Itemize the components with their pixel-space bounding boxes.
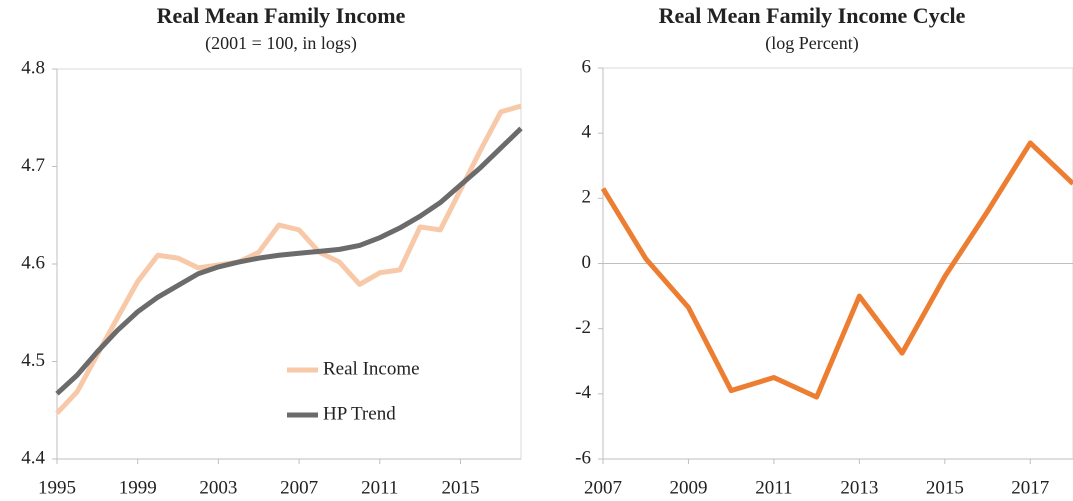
legend-label: HP Trend bbox=[323, 403, 396, 424]
x-tick-label: 2009 bbox=[669, 477, 707, 498]
y-tick-label: -4 bbox=[575, 382, 591, 403]
x-tick-label: 2011 bbox=[361, 477, 398, 498]
x-tick-label: 1995 bbox=[38, 477, 76, 498]
series-line bbox=[55, 103, 522, 415]
y-tick-label: 4.7 bbox=[21, 155, 45, 176]
y-tick-label: -2 bbox=[575, 317, 591, 338]
x-tick-label: 2003 bbox=[199, 477, 237, 498]
x-tick-label: 2007 bbox=[584, 477, 622, 498]
x-tick-label: 2017 bbox=[1011, 477, 1049, 498]
y-tick-label: 4.4 bbox=[21, 447, 45, 468]
chart-subtitle: (log Percent) bbox=[765, 33, 858, 54]
y-tick-label: 2 bbox=[582, 187, 592, 208]
chart-subtitle: (2001 = 100, in logs) bbox=[205, 33, 357, 54]
x-tick-label: 2015 bbox=[926, 477, 964, 498]
x-tick-label: 2013 bbox=[840, 477, 878, 498]
x-tick-label: 2015 bbox=[441, 477, 479, 498]
y-tick-label: 4.6 bbox=[21, 252, 45, 273]
series-line bbox=[600, 140, 1073, 400]
y-tick-label: 4 bbox=[582, 122, 592, 143]
chart-title: Real Mean Family Income bbox=[157, 3, 406, 28]
legend-label: Real Income bbox=[323, 358, 420, 379]
x-tick-label: 1999 bbox=[119, 477, 157, 498]
series-line bbox=[55, 126, 523, 396]
x-tick-label: 2011 bbox=[755, 477, 792, 498]
y-tick-label: 0 bbox=[582, 252, 592, 273]
plot-frame bbox=[56, 68, 522, 460]
chart-title: Real Mean Family Income Cycle bbox=[659, 3, 966, 28]
y-tick-label: 6 bbox=[582, 56, 592, 77]
y-tick-label: 4.8 bbox=[21, 57, 45, 78]
x-tick-label: 2007 bbox=[280, 477, 318, 498]
y-tick-label: 4.5 bbox=[21, 350, 45, 371]
y-tick-label: -6 bbox=[575, 447, 591, 468]
